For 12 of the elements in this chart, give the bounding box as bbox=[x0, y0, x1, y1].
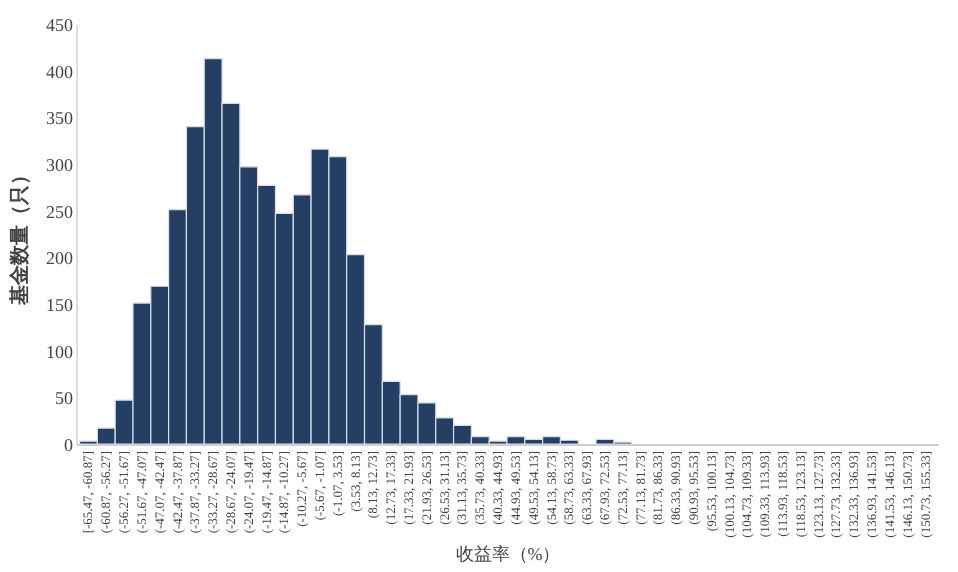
y-tick-label: 350 bbox=[46, 108, 74, 129]
y-tick-label: 450 bbox=[46, 15, 74, 35]
y-axis-title: 基金数量（只） bbox=[8, 165, 32, 307]
y-tick-label: 400 bbox=[46, 61, 74, 82]
y-tick-label: 100 bbox=[46, 341, 74, 362]
y-tick-label: 250 bbox=[46, 201, 74, 222]
y-tick-label: 150 bbox=[46, 295, 74, 315]
y-tick-label: 0 bbox=[64, 435, 74, 455]
y-tick-label: 300 bbox=[46, 155, 74, 175]
x-axis-title: 收益率（%） bbox=[455, 543, 561, 564]
y-tick-label: 200 bbox=[46, 248, 74, 269]
y-tick-label: 50 bbox=[55, 388, 74, 409]
